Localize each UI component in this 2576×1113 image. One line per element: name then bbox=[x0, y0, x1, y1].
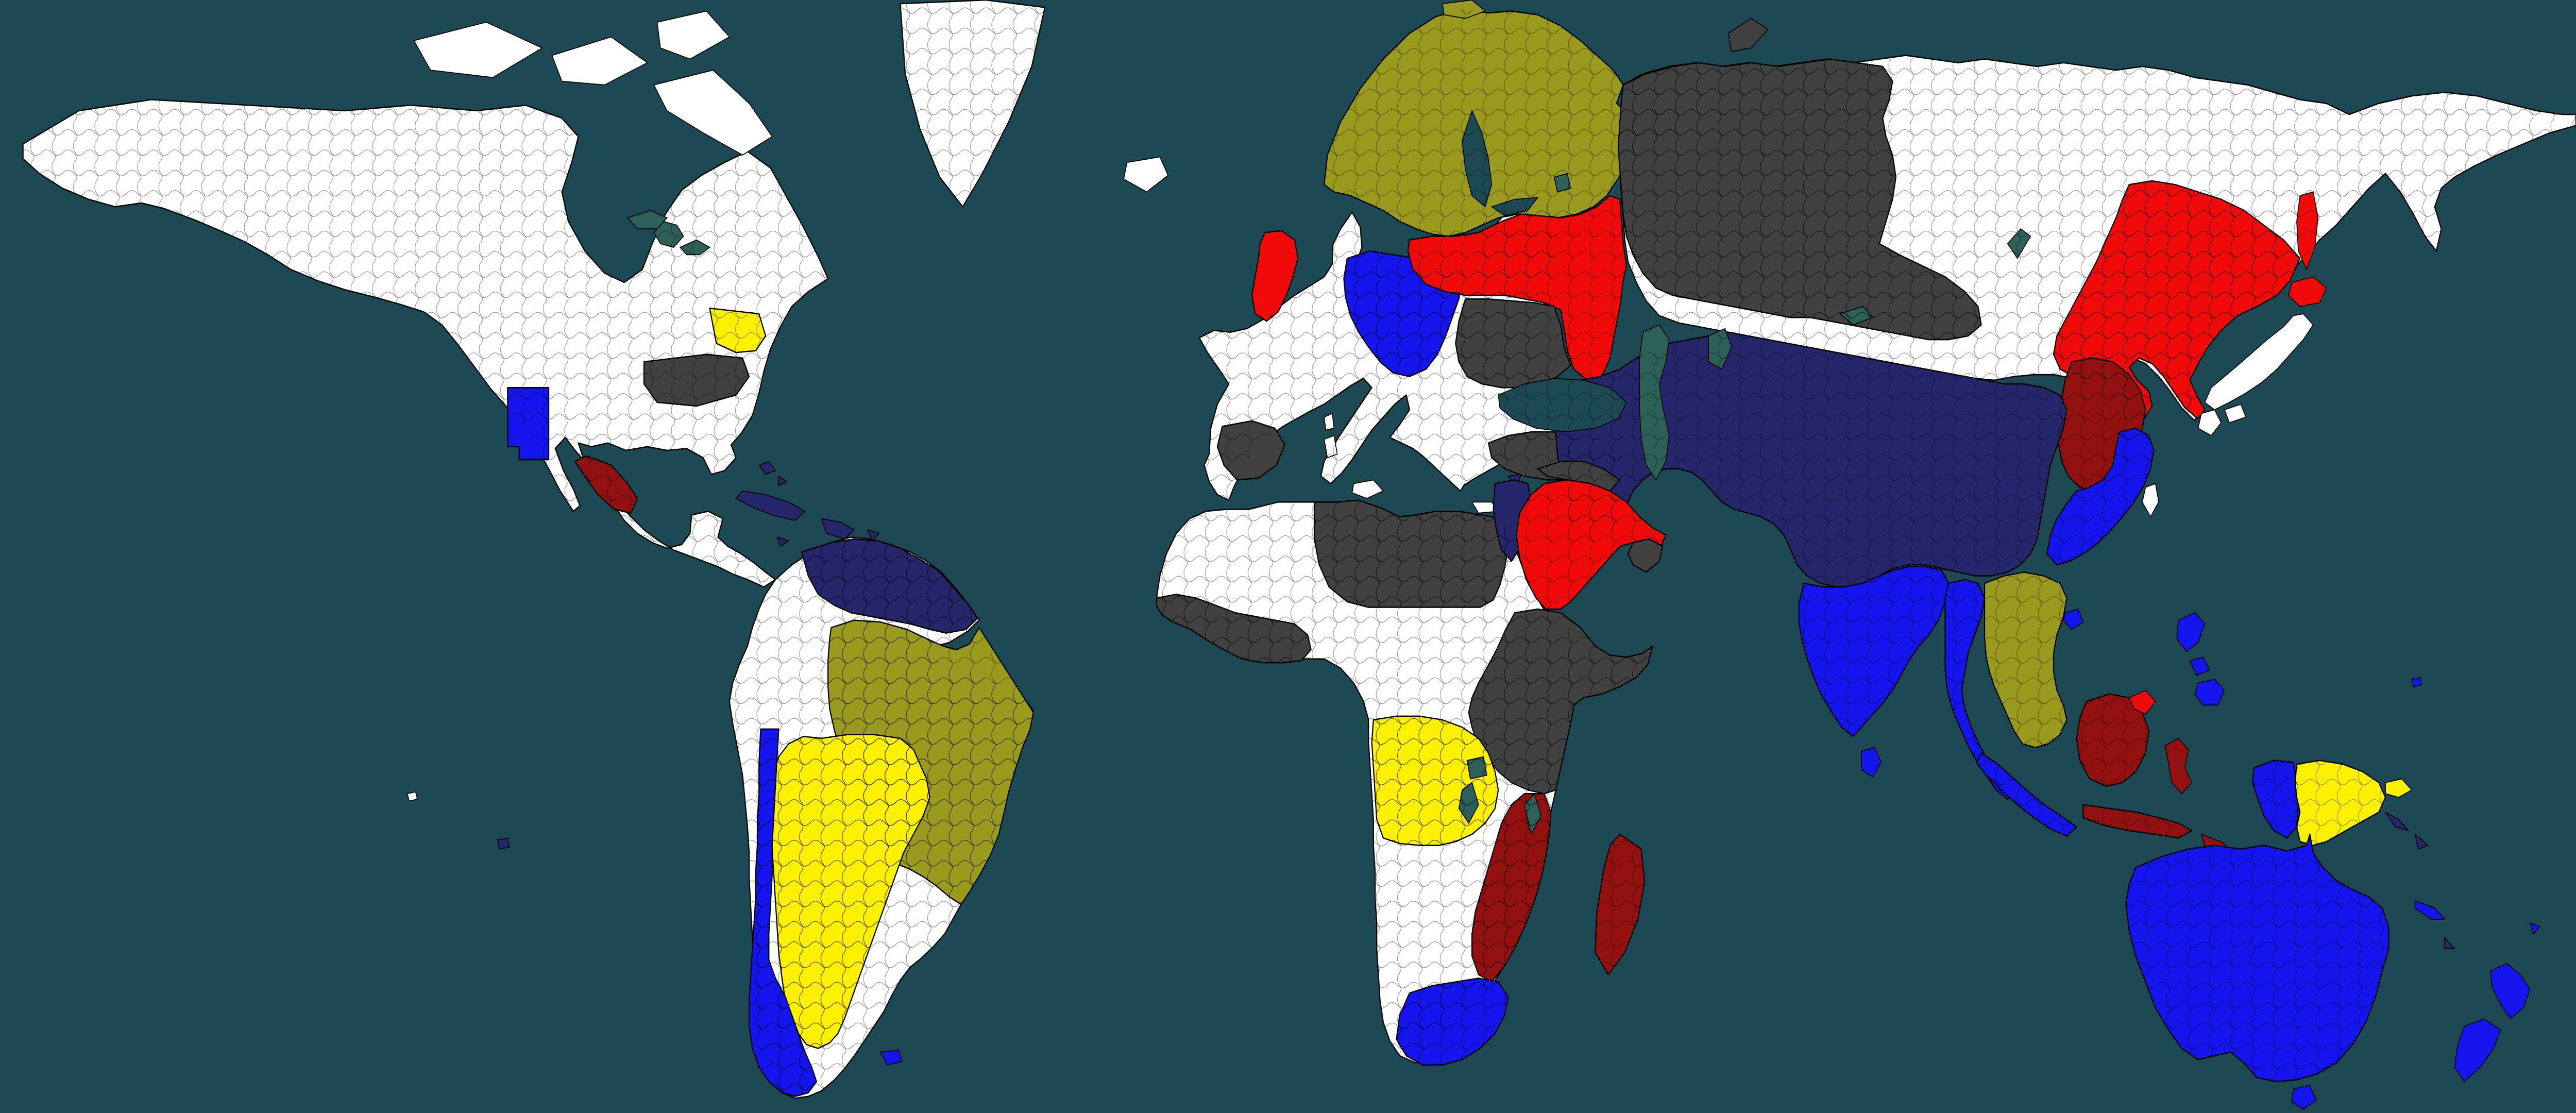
lake-ladoga bbox=[1553, 172, 1572, 193]
region-pacific-islet[interactable] bbox=[406, 790, 418, 802]
region-easter-island[interactable] bbox=[497, 837, 511, 850]
region-libya-egypt[interactable] bbox=[1313, 499, 1510, 609]
region-ukraine[interactable] bbox=[1454, 298, 1572, 389]
region-micronesia-islet[interactable] bbox=[2411, 676, 2423, 688]
lake-victoria bbox=[1466, 755, 1488, 780]
